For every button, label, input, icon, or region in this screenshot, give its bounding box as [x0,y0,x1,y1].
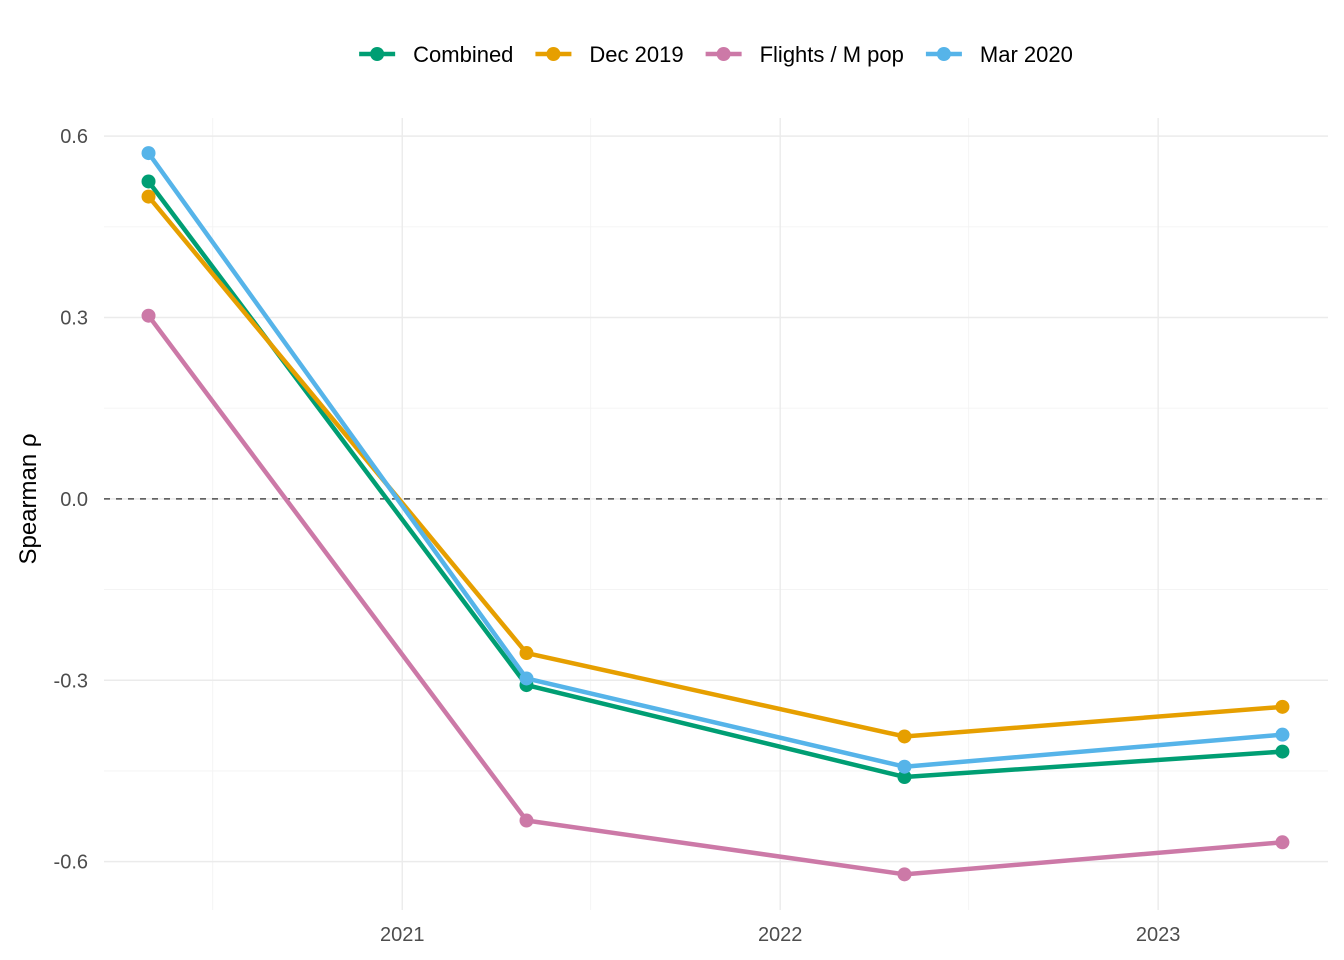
series-dec-2019 [141,189,1290,744]
data-point [897,769,912,784]
y-tick-label: 0.3 [60,308,88,330]
legend-key-point [370,47,385,61]
y-tick-label: -0.3 [54,670,88,692]
x-axis-tick-labels: 2021 2022 2023 [380,924,1180,946]
x-tick-label: 2021 [380,924,425,946]
data-point [1275,699,1290,714]
legend-item: Dec 2019 [535,42,684,67]
legend-key-point [936,47,951,61]
y-axis-tick-labels: 0.6 0.3 0.0 -0.3 -0.6 [54,126,88,873]
minor-gridlines [104,118,1328,910]
legend-item: Combined [359,42,513,67]
legend-item: Flights / M pop [705,42,904,67]
data-point [1275,744,1290,759]
legend-label: Combined [413,42,513,67]
data-point [519,646,534,661]
x-tick-label: 2023 [1136,924,1181,946]
data-point [897,759,912,774]
data-point [519,671,534,686]
y-tick-label: -0.6 [54,852,88,874]
y-tick-label: 0.0 [60,489,88,511]
series-line [146,150,1285,769]
legend-label: Mar 2020 [980,42,1073,67]
data-point [141,308,156,323]
legend: Combined Dec 2019 Flights / M pop Mar 2020 [359,42,1073,67]
data-point [141,146,156,161]
major-gridlines [104,118,1328,910]
data-point [141,189,156,204]
legend-item: Mar 2020 [925,42,1073,67]
x-tick-label: 2022 [758,924,803,946]
data-point [897,867,912,882]
series-line [146,194,1285,739]
data-point [897,729,912,744]
series-line [146,313,1285,877]
series-line [146,179,1285,780]
y-axis-title: Spearman ρ [15,433,42,564]
legend-label: Flights / M pop [760,42,904,67]
series-mar-2020 [141,146,1290,774]
data-point [1275,835,1290,850]
legend-key-point [546,47,561,61]
data-point [519,813,534,828]
legend-key-point [716,47,731,61]
data-point [1275,727,1290,742]
legend-label: Dec 2019 [589,42,683,67]
data-point [141,174,156,189]
series-layer [141,146,1290,882]
series-combined [141,174,1290,784]
series-flights-m-pop [141,308,1290,882]
y-tick-label: 0.6 [60,126,88,148]
